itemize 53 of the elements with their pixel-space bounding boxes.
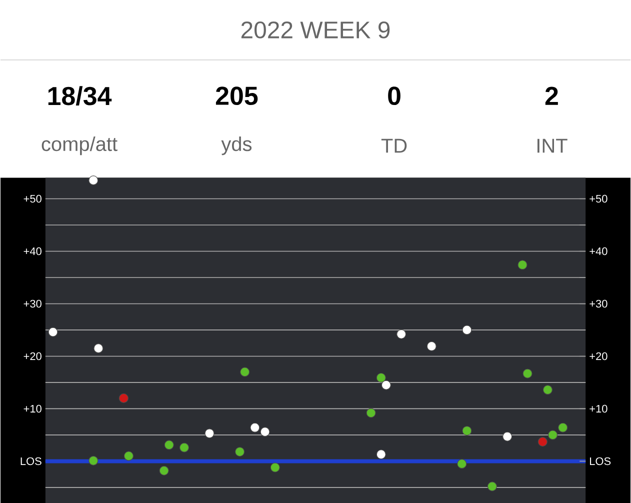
y2-tick-label: LOS — [590, 457, 611, 465]
point — [88, 456, 98, 466]
text: yds — [221, 136, 252, 155]
point — [548, 430, 558, 440]
point — [502, 432, 512, 442]
point — [250, 422, 260, 432]
point — [518, 260, 528, 270]
point — [179, 442, 190, 452]
text: comp/att — [42, 136, 118, 155]
point — [542, 384, 553, 395]
text: 18/34 — [48, 86, 112, 106]
text: INT — [537, 138, 568, 153]
text: 2022 WEEK 9 — [241, 21, 390, 38]
point — [88, 175, 98, 186]
y-tick-label: +30 — [24, 300, 42, 308]
point — [558, 422, 568, 432]
y2-tick-label: +10 — [590, 404, 608, 413]
point — [48, 327, 58, 337]
point — [204, 428, 214, 438]
point — [234, 446, 245, 456]
point — [376, 449, 386, 460]
y2-tick-label: +40 — [590, 247, 608, 256]
point — [462, 426, 472, 436]
point — [366, 408, 376, 418]
point — [270, 462, 280, 472]
y-tick-label: LOS — [20, 457, 42, 465]
point — [538, 436, 548, 446]
point — [457, 458, 467, 469]
point — [240, 367, 250, 377]
point — [396, 329, 406, 339]
y2-tick-label: +50 — [590, 194, 608, 203]
y-tick-label: +40 — [24, 247, 42, 256]
point — [426, 341, 436, 351]
point — [487, 482, 497, 492]
text: 205 — [216, 86, 258, 105]
point — [159, 466, 169, 476]
text: 0 — [388, 86, 400, 105]
point — [522, 368, 532, 378]
point — [164, 440, 174, 450]
point — [94, 343, 104, 354]
y-tick-label: +20 — [24, 352, 42, 360]
text: TD — [381, 138, 407, 153]
point — [462, 325, 472, 335]
y2-tick-label: +30 — [590, 300, 608, 308]
point — [118, 393, 128, 403]
point — [376, 372, 386, 382]
point — [260, 426, 270, 437]
point — [124, 451, 134, 461]
text: 2 — [545, 86, 558, 105]
y-tick-label: +10 — [24, 404, 42, 413]
y2-tick-label: +20 — [590, 352, 608, 360]
y-tick-label: +50 — [24, 194, 42, 203]
point — [381, 380, 391, 390]
